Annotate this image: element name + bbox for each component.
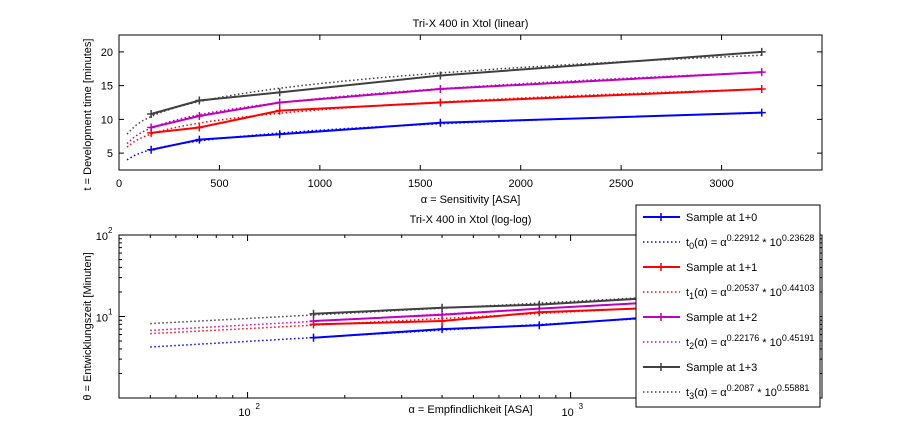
legend-fit-part: (α) = α [694, 337, 727, 349]
legend-fit-formula: t3(α) = α0.2087 * 100.55881 [686, 383, 809, 401]
x-tick-label: 10 [561, 407, 573, 419]
y-tick-label: 10 [96, 231, 108, 243]
legend: Sample at 1+0t0(α) = α0.22912 * 100.2362… [635, 204, 821, 408]
legend-fit-part: 0.55881 [777, 383, 810, 393]
x-tick-label: 2500 [609, 178, 633, 190]
x-tick-label: 0 [116, 178, 122, 190]
legend-fit-part: 2 [689, 341, 694, 351]
linear-x-axis-label: α = Sensitivity [ASA] [421, 194, 521, 206]
legend-sample-label: Sample at 1+1 [686, 262, 757, 274]
legend-fit-formula: t2(α) = α0.22176 * 100.45191 [686, 333, 814, 351]
legend-fit-part: (α) = α [694, 387, 727, 399]
legend-sample-label: Sample at 1+0 [686, 212, 757, 224]
linear-series [126, 47, 766, 161]
legend-fit-part: * 10 [759, 237, 782, 249]
legend-fit-part: 0.20537 [727, 283, 760, 293]
x-tick-label: 3000 [709, 178, 733, 190]
legend-fit-part: * 10 [759, 287, 782, 299]
legend-fit-part: 0.44103 [782, 283, 815, 293]
legend-fit-part: (α) = α [694, 287, 727, 299]
x-tick-label: 500 [210, 178, 228, 190]
linear-y-axis-label: t = Development time [minutes] [82, 39, 94, 191]
linear-chart-title: Tri-X 400 in Xtol (linear) [413, 18, 529, 30]
loglog-chart-title: Tri-X 400 in Xtol (log-log) [410, 214, 532, 226]
legend-fit-part: 1 [689, 291, 694, 301]
legend-fit-part: t [686, 337, 689, 349]
legend-fit-formula: t0(α) = α0.22912 * 100.23628 [686, 233, 814, 251]
legend-fit-part: 0.22912 [727, 233, 760, 243]
legend-fit-part: * 10 [759, 337, 782, 349]
y-tick-label: 20 [101, 47, 113, 59]
legend-fit-part: t [686, 287, 689, 299]
legend-fit-part: 3 [689, 391, 694, 401]
x-tick-label: 10 [238, 407, 250, 419]
legend-fit-part: t [686, 387, 689, 399]
linear-axes: 0 500 1000 1500 2000 2500 3000 5 10 15 20 Tri-X 40… [82, 18, 823, 206]
y-tick-label-exponent: 2 [108, 226, 113, 235]
legend-sample-label: Sample at 1+3 [686, 362, 757, 374]
legend-fit-part: 0.23628 [782, 233, 815, 243]
legend-fit-part: (α) = α [694, 237, 727, 249]
legend-fit-part: t [686, 237, 689, 249]
y-tick-label-exponent: 1 [108, 308, 113, 317]
x-tick-label-exponent: 3 [579, 402, 584, 411]
legend-fit-part: 0.2087 [727, 383, 755, 393]
x-tick-label: 1500 [408, 178, 432, 190]
legend-fit-part: 0 [689, 241, 694, 251]
linear-ticks: 0 500 1000 1500 2000 2500 3000 5 10 15 20 [101, 35, 822, 190]
loglog-x-axis-label: α = Empfindlichkeit [ASA] [408, 404, 532, 416]
y-tick-label: 5 [107, 148, 113, 160]
x-tick-label-exponent: 2 [256, 402, 261, 411]
legend-fit-formula: t1(α) = α0.20537 * 100.44103 [686, 283, 814, 301]
legend-sample-label: Sample at 1+2 [686, 312, 757, 324]
legend-box [635, 204, 821, 408]
legend-items: Sample at 1+0t0(α) = α0.22912 * 100.2362… [643, 212, 814, 401]
x-tick-label: 2000 [508, 178, 532, 190]
legend-fit-part: 0.22176 [727, 333, 760, 343]
legend-fit-part: * 10 [754, 387, 777, 399]
y-tick-label: 15 [101, 81, 113, 93]
fit-line [126, 71, 762, 145]
x-tick-label: 1000 [308, 178, 332, 190]
y-tick-label: 10 [96, 313, 108, 325]
loglog-y-axis-label: θ = Entwicklungszeit [Minuten] [82, 252, 94, 400]
legend-fit-part: 0.45191 [782, 333, 815, 343]
y-tick-label: 10 [101, 114, 113, 126]
